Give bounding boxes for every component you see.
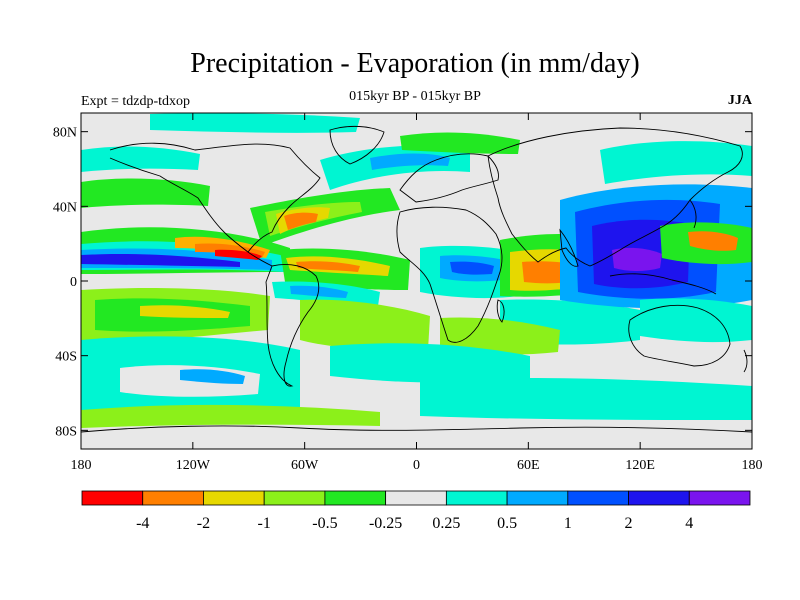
coastline-new-zealand — [743, 349, 748, 373]
field-region — [215, 249, 262, 260]
colorbar: -4 -2 -1 -0.5 -0.25 0.25 0.5 1 2 4 — [81, 490, 751, 532]
coastline-africa — [396, 206, 503, 343]
field-region — [81, 146, 200, 172]
field-region — [284, 212, 318, 230]
field-region — [450, 261, 494, 275]
map-axes: 180 120W 60W 0 60E 120E 180 80N 40N 0 40S 80S — [53, 113, 763, 473]
lat-tick-label: 80N — [53, 126, 77, 141]
colorbar-label: 0.25 — [432, 515, 460, 532]
field-region — [296, 261, 360, 272]
colorbar-swatch — [81, 490, 144, 506]
lon-tick-label: 60E — [517, 458, 540, 473]
field-region — [440, 317, 560, 355]
colorbar-swatch — [506, 490, 569, 506]
lon-tick-label: 60W — [291, 458, 319, 473]
field-region — [290, 285, 348, 298]
plot-title: Precipitation - Evaporation (in mm/day) — [190, 48, 640, 79]
lat-tick-label: 40S — [55, 350, 77, 365]
plot-subtitle: 015kyr BP - 015kyr BP — [349, 89, 481, 104]
colorbar-swatch — [142, 490, 204, 506]
lon-tick-label: 0 — [413, 458, 420, 473]
experiment-label: Expt = tdzdp-tdxop — [81, 94, 190, 109]
lat-tick-label: 0 — [70, 275, 77, 290]
colorbar-swatch — [628, 490, 690, 506]
colorbar-swatch — [445, 490, 508, 506]
field-region — [612, 247, 662, 271]
coastline-europe — [399, 153, 499, 203]
coastline-central-america — [247, 251, 273, 267]
field-region — [150, 113, 360, 133]
colorbar-swatch — [263, 490, 326, 506]
colorbar-label: -1 — [258, 515, 271, 532]
coastline-japan — [689, 199, 697, 229]
field-region — [600, 141, 752, 184]
coastline-greenland — [329, 125, 385, 165]
field-region — [140, 305, 230, 318]
coastlines — [81, 125, 752, 433]
colorbar-swatch — [324, 490, 387, 506]
colorbar-label: 0.5 — [497, 515, 517, 532]
field-region — [300, 299, 430, 351]
lon-tick-label: 180 — [71, 458, 92, 473]
lon-tick-label: 180 — [742, 458, 763, 473]
field-region — [370, 153, 450, 170]
colorbar-label: 1 — [564, 515, 572, 532]
field-region — [688, 231, 738, 251]
colorbar-label: -4 — [136, 515, 149, 532]
field-region — [180, 369, 245, 384]
coastline-india — [559, 228, 579, 267]
field-region — [81, 404, 380, 428]
coastline-antarctica — [81, 425, 752, 433]
pe-field — [81, 113, 752, 428]
coastline-south-america — [265, 264, 320, 387]
coastline-north-america — [109, 142, 321, 253]
field-region — [400, 132, 520, 154]
lon-tick-label: 120E — [625, 458, 655, 473]
season-label: JJA — [727, 93, 752, 108]
colorbar-label: -0.25 — [369, 515, 402, 532]
lon-tick-label: 120W — [176, 458, 211, 473]
field-region — [330, 343, 530, 383]
colorbar-label: -0.5 — [312, 515, 337, 532]
field-region — [81, 253, 240, 267]
field-region — [420, 378, 752, 420]
field-region — [640, 298, 752, 343]
colorbar-swatch — [203, 490, 265, 506]
coastline-indonesia — [609, 273, 717, 295]
coastline-australia — [628, 304, 731, 367]
colorbar-label: 2 — [625, 515, 633, 532]
colorbar-label: -2 — [197, 515, 210, 532]
colorbar-swatch — [385, 490, 447, 506]
coastline-madagascar — [496, 299, 505, 323]
colorbar-swatch — [688, 490, 751, 506]
colorbar-swatch — [567, 490, 629, 506]
colorbar-label: 4 — [685, 515, 693, 532]
lat-tick-label: 40N — [53, 200, 77, 215]
coastline-asia — [487, 127, 743, 267]
lat-tick-label: 80S — [55, 424, 77, 439]
